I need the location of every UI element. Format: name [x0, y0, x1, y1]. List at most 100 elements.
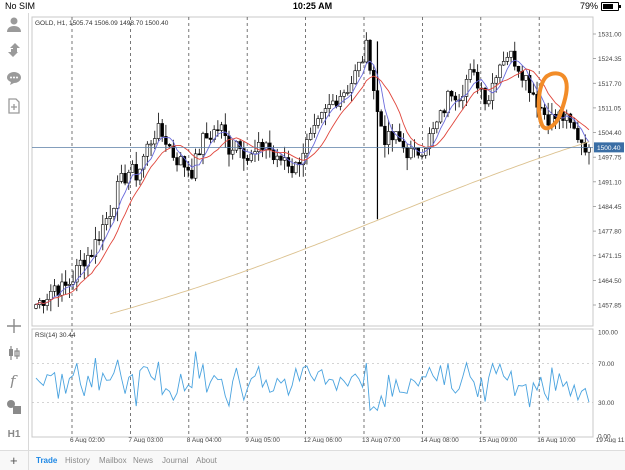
- candle-body: [435, 121, 439, 130]
- price-axis-label: 1471.15: [598, 253, 622, 260]
- rsi-label: RSI(14) 30.44: [35, 332, 76, 339]
- rsi-plot-frame: [31, 328, 594, 438]
- trade-arrows-button[interactable]: [5, 41, 23, 59]
- candle-body: [78, 259, 83, 266]
- candle-body: [171, 145, 176, 158]
- candle-body: [509, 50, 513, 58]
- symbol-info-label: GOLD, H1, 1505.74 1506.09 1498.70 1500.4…: [35, 20, 169, 27]
- rsi-axis-label: 100.00: [598, 330, 618, 337]
- candle-body: [524, 75, 528, 81]
- candle-body: [156, 123, 161, 139]
- candle-body: [290, 165, 294, 174]
- svg-text:f: f: [9, 372, 18, 388]
- left-sidebar: f H1: [0, 13, 29, 469]
- candle-body: [494, 77, 498, 84]
- candle-body: [349, 83, 354, 93]
- candle-body: [238, 141, 242, 149]
- crosshair-button[interactable]: [5, 317, 23, 335]
- candle-body: [60, 281, 64, 296]
- chart-type-button[interactable]: [5, 344, 23, 362]
- annotation-circle: [536, 71, 569, 131]
- candle-body: [520, 71, 524, 81]
- candle-body: [565, 113, 569, 121]
- candle-body: [34, 304, 38, 309]
- candle-body: [219, 124, 224, 131]
- tab-news[interactable]: News: [133, 456, 154, 465]
- add-icon[interactable]: +: [10, 453, 18, 468]
- new-order-button[interactable]: [5, 97, 23, 115]
- candle-body: [160, 123, 164, 137]
- clock: 10:25 AM: [292, 1, 333, 11]
- tab-about[interactable]: About: [196, 456, 217, 465]
- price-chart[interactable]: 6 Aug 02:00 7 Aug 03:00 8 Aug 04:00 9 Aug 0…: [28, 13, 625, 443]
- shapes-icon: [7, 400, 21, 414]
- candle-body: [572, 122, 576, 129]
- battery-percent: 79%: [579, 1, 598, 11]
- candle-body: [190, 169, 194, 179]
- candle-body: [442, 110, 446, 114]
- candle-body: [182, 156, 187, 168]
- candle-body: [145, 143, 150, 157]
- candle-body: [368, 39, 372, 71]
- candle-body: [253, 151, 257, 155]
- ma-mid-line: [35, 68, 590, 305]
- candle-body: [346, 92, 350, 94]
- candle-body: [364, 39, 369, 63]
- candle-body: [108, 216, 112, 219]
- candle-body: [104, 218, 109, 225]
- chart-canvas[interactable]: 6 Aug 02:00 7 Aug 03:00 8 Aug 04:00 9 Aug 0…: [28, 13, 625, 443]
- carrier-label: No SIM: [5, 1, 36, 11]
- time-axis-label: 7 Aug 03:00: [128, 437, 163, 443]
- candle-body: [390, 131, 394, 141]
- price-axis-label: 1504.40: [598, 130, 622, 137]
- timeframe-label: H1: [7, 428, 21, 440]
- rsi-axis-label: 30.00: [598, 400, 615, 407]
- candle-body: [119, 173, 124, 182]
- candle-body: [449, 90, 454, 97]
- tab-trade[interactable]: Trade: [36, 456, 58, 465]
- candle-body: [282, 157, 287, 161]
- objects-button[interactable]: [5, 398, 23, 416]
- candle-body: [242, 148, 246, 159]
- candle-body: [223, 124, 227, 137]
- bottom-tab-bar: + Trade History Mailbox News Journal Abo…: [0, 450, 625, 470]
- candle-body: [472, 69, 476, 73]
- candle-body: [275, 155, 279, 161]
- candle-body: [153, 138, 157, 145]
- candle-body: [446, 90, 450, 114]
- time-axis-label: 12 Aug 06:00: [304, 437, 343, 443]
- candle-body: [453, 95, 458, 101]
- candle-body: [468, 69, 472, 80]
- indicators-button[interactable]: f: [5, 371, 23, 389]
- candle-body: [245, 158, 250, 161]
- price-axis-label: 1457.85: [598, 303, 622, 310]
- candle-body: [487, 100, 491, 105]
- price-axis-label: 1497.75: [598, 155, 622, 162]
- candle-body: [301, 152, 305, 166]
- chat-button[interactable]: [5, 69, 23, 87]
- user-icon: [7, 17, 21, 32]
- tab-journal[interactable]: Journal: [162, 456, 189, 465]
- candle-body: [89, 254, 94, 257]
- price-axis-label: 1464.50: [598, 278, 622, 285]
- candle-body: [75, 265, 79, 283]
- timeframe-button[interactable]: H1: [5, 425, 23, 443]
- crosshair-icon: [7, 319, 21, 333]
- candle-body: [49, 290, 53, 300]
- candle-body: [123, 173, 127, 184]
- candle-body: [323, 108, 328, 113]
- candle-body: [342, 92, 346, 97]
- price-axis-label: 1511.05: [598, 105, 621, 112]
- candle-body: [268, 142, 272, 151]
- tab-history[interactable]: History: [65, 456, 90, 465]
- battery-icon: [601, 1, 621, 11]
- ma-slow-line: [110, 141, 590, 315]
- current-price-label: 1500.40: [597, 145, 621, 152]
- time-axis-label: 13 Aug 07:00: [362, 437, 401, 443]
- candle-body: [271, 149, 276, 161]
- price-axis-label: 1524.35: [598, 56, 622, 63]
- tab-mailbox[interactable]: Mailbox: [99, 456, 127, 465]
- candle-body: [576, 128, 580, 141]
- account-button[interactable]: [5, 15, 23, 33]
- candle-body: [205, 133, 209, 139]
